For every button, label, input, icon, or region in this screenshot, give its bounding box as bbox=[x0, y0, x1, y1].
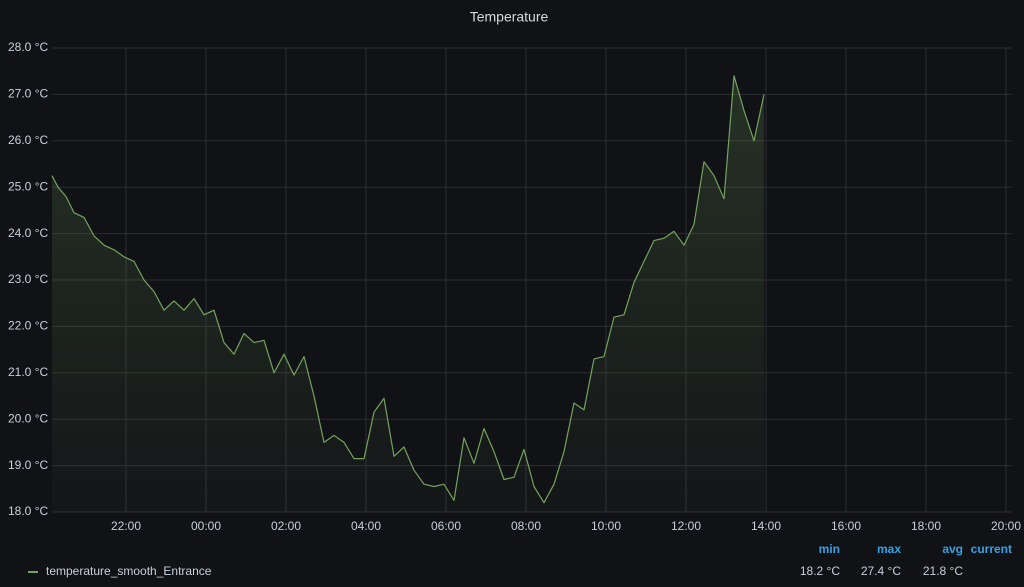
legend-column-header: min bbox=[819, 542, 840, 556]
legend-column-header: avg bbox=[942, 542, 963, 556]
x-tick-label: 16:00 bbox=[831, 519, 861, 533]
x-tick-label: 18:00 bbox=[911, 519, 941, 533]
legend-column-value: 27.4 °C bbox=[861, 564, 901, 578]
y-tick-label: 21.0 °C bbox=[8, 365, 48, 379]
x-tick-label: 20:00 bbox=[991, 519, 1021, 533]
chart-title: Temperature bbox=[470, 9, 549, 25]
y-tick-label: 18.0 °C bbox=[8, 504, 48, 518]
x-tick-label: 02:00 bbox=[271, 519, 301, 533]
x-tick-label: 00:00 bbox=[191, 519, 221, 533]
y-tick-label: 26.0 °C bbox=[8, 133, 48, 147]
y-tick-label: 23.0 °C bbox=[8, 272, 48, 286]
x-tick-label: 06:00 bbox=[431, 519, 461, 533]
x-tick-label: 14:00 bbox=[751, 519, 781, 533]
y-tick-label: 24.0 °C bbox=[8, 226, 48, 240]
y-tick-label: 27.0 °C bbox=[8, 87, 48, 101]
legend-column-value: 18.2 °C bbox=[800, 564, 840, 578]
legend-label: temperature_smooth_Entrance bbox=[46, 564, 212, 578]
series-area bbox=[52, 75, 764, 513]
legend-column-header: max bbox=[877, 542, 901, 556]
x-tick-label: 04:00 bbox=[351, 519, 381, 533]
y-tick-label: 25.0 °C bbox=[8, 179, 48, 193]
legend-column-value: 21.8 °C bbox=[923, 564, 963, 578]
x-tick-label: 12:00 bbox=[671, 519, 701, 533]
y-tick-label: 19.0 °C bbox=[8, 458, 48, 472]
x-tick-label: 22:00 bbox=[111, 519, 141, 533]
x-tick-label: 10:00 bbox=[591, 519, 621, 533]
y-tick-label: 28.0 °C bbox=[8, 40, 48, 54]
y-tick-label: 22.0 °C bbox=[8, 319, 48, 333]
y-tick-label: 20.0 °C bbox=[8, 411, 48, 425]
series-line bbox=[51, 75, 765, 504]
legend-column-header: current bbox=[971, 542, 1012, 556]
x-tick-label: 08:00 bbox=[511, 519, 541, 533]
